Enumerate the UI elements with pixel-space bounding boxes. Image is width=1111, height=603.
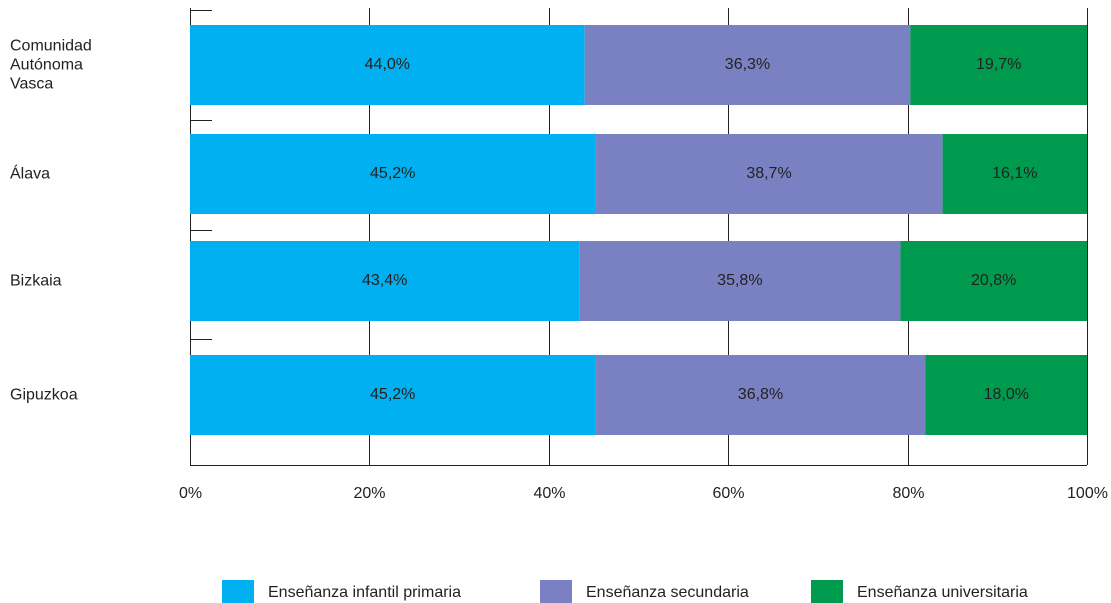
legend-swatch (540, 580, 572, 603)
x-tick-label: 80% (892, 485, 924, 502)
legend-swatch (811, 580, 843, 603)
bar-segment (190, 25, 585, 105)
bar-segment (190, 355, 596, 435)
legend-label: Enseñanza infantil primaria (268, 584, 461, 601)
x-tick-label: 100% (1067, 485, 1108, 502)
data-label: 19,7% (976, 56, 1021, 73)
bar-segment (584, 25, 911, 105)
legend-swatch (222, 580, 254, 603)
data-label: 36,3% (725, 56, 770, 73)
data-label: 44,0% (365, 56, 410, 73)
data-label: 38,7% (746, 165, 791, 182)
data-label: 35,8% (717, 272, 762, 289)
bar-segment (190, 134, 596, 214)
category-label: Álava (10, 165, 51, 183)
x-tick-label: 0% (179, 485, 202, 502)
bar-segment (900, 241, 1087, 321)
category-label: Gipuzkoa (10, 386, 78, 404)
bar-segment (579, 241, 901, 321)
bar-segment (595, 355, 926, 435)
legend-label: Enseñanza universitaria (857, 584, 1028, 601)
x-tick-label: 40% (533, 485, 565, 502)
data-label: 16,1% (992, 165, 1037, 182)
legend-label: Enseñanza secundaria (586, 584, 749, 601)
data-label: 45,2% (370, 165, 415, 182)
bar-segment (595, 134, 943, 214)
category-label: Comunidad Autónoma Vasca (10, 37, 92, 93)
data-label: 36,8% (738, 386, 783, 403)
bar-segment (942, 134, 1087, 214)
data-label: 43,4% (362, 272, 407, 289)
bar-segment (190, 241, 580, 321)
x-tick-label: 20% (353, 485, 385, 502)
data-label: 18,0% (984, 386, 1029, 403)
category-label: Bizkaia (10, 272, 62, 290)
bar-segment (925, 355, 1087, 435)
bar-segment (910, 25, 1087, 105)
x-tick-label: 60% (712, 485, 744, 502)
data-label: 45,2% (370, 386, 415, 403)
data-label: 20,8% (971, 272, 1016, 289)
category-ticks (190, 10, 212, 340)
